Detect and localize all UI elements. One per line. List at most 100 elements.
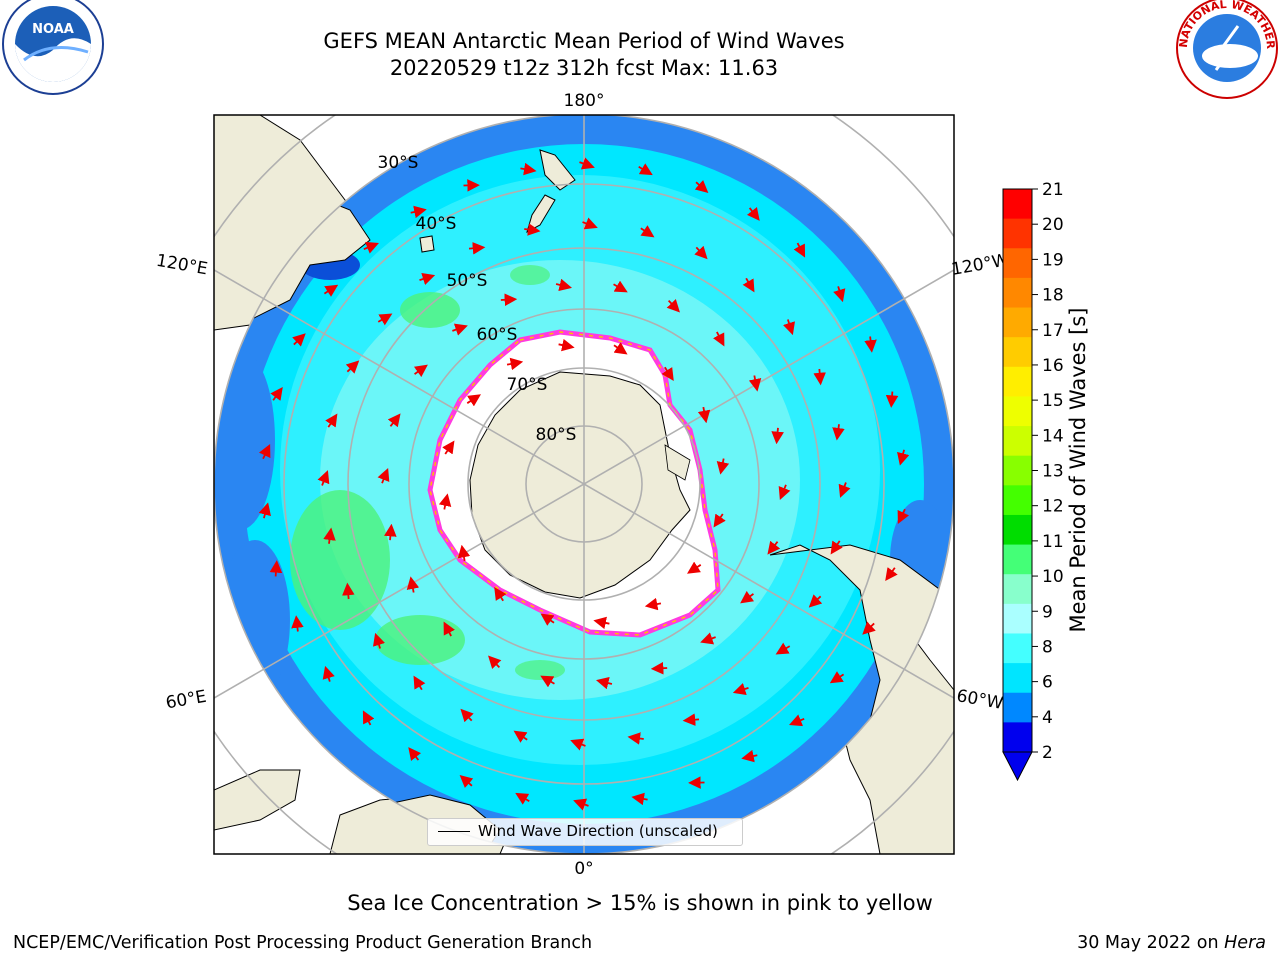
wind-wave-arrow bbox=[363, 241, 379, 254]
wind-wave-arrow bbox=[377, 467, 390, 484]
wind-wave-arrows bbox=[258, 157, 910, 811]
wind-wave-arrow bbox=[593, 616, 610, 630]
wind-wave-arrow bbox=[410, 205, 427, 219]
map-frame bbox=[213, 114, 955, 855]
wind-wave-arrow bbox=[377, 313, 393, 326]
colorbar-segment bbox=[1003, 633, 1032, 664]
wind-wave-arrow bbox=[513, 730, 528, 743]
legend-line-swatch bbox=[438, 831, 470, 832]
noaa-logo: NOAA bbox=[2, 0, 104, 95]
wind-wave-arrow bbox=[771, 427, 784, 445]
wind-wave-arrow bbox=[687, 561, 702, 574]
wind-wave-arrow bbox=[325, 413, 338, 428]
lat-label-80s: 80°S bbox=[536, 425, 577, 445]
wind-wave-arrow bbox=[408, 747, 422, 761]
colorbar-segment bbox=[1003, 248, 1032, 279]
chart-title: GEFS MEAN Antarctic Mean Period of Wind … bbox=[323, 29, 845, 53]
wind-wave-arrow bbox=[746, 207, 760, 221]
wind-wave-arrow bbox=[460, 708, 474, 723]
wind-wave-arrow bbox=[555, 278, 573, 292]
wind-wave-arrow bbox=[323, 284, 339, 297]
colorbar-tick-label: 2 bbox=[1042, 743, 1053, 763]
wind-wave-arrow bbox=[838, 482, 851, 498]
wind-wave-arrow bbox=[713, 331, 725, 347]
colorbar-segment bbox=[1003, 337, 1032, 368]
wind-wave-arrow bbox=[638, 163, 653, 176]
wind-wave-arrow bbox=[697, 406, 711, 424]
wind-wave-arrow bbox=[459, 774, 474, 789]
wind-wave-arrow bbox=[413, 675, 426, 691]
colorbar-tick-label: 4 bbox=[1042, 708, 1053, 728]
wind-wave-arrow bbox=[832, 424, 845, 441]
footer-date-text: 30 May 2022 on bbox=[1077, 933, 1219, 953]
wind-wave-arrow bbox=[387, 413, 401, 428]
wind-wave-arrow bbox=[524, 223, 541, 236]
wind-wave-arrow bbox=[573, 798, 589, 811]
wind-wave-arrow bbox=[468, 242, 486, 255]
lon-label-120e: 120°E bbox=[155, 251, 209, 280]
wind-wave-arrow bbox=[443, 621, 455, 637]
footer-credit: NCEP/EMC/Verification Post Processing Pr… bbox=[13, 933, 593, 953]
wind-wave-arrow bbox=[258, 502, 271, 519]
wind-wave-arrow bbox=[741, 749, 758, 763]
wind-wave-arrow bbox=[413, 364, 428, 378]
wind-wave-arrow bbox=[713, 513, 726, 528]
colorbar-tick-label: 12 bbox=[1042, 497, 1064, 517]
wind-wave-arrow bbox=[494, 587, 507, 602]
wind-wave-arrow bbox=[317, 470, 330, 486]
colorbar-tick-label: 20 bbox=[1042, 215, 1064, 235]
wind-wave-arrow bbox=[732, 683, 749, 696]
wind-wave-arrow bbox=[627, 732, 644, 745]
footer-machine: Hera bbox=[1224, 933, 1266, 953]
wind-wave-arrow bbox=[885, 391, 899, 408]
lat-label-60s: 60°S bbox=[477, 325, 518, 345]
colorbar-segment bbox=[1003, 544, 1032, 575]
wind-wave-arrow bbox=[789, 714, 805, 727]
map-area bbox=[214, 115, 954, 854]
lon-label-60w: 60°W bbox=[955, 686, 1005, 714]
wind-wave-arrow bbox=[570, 738, 586, 751]
wind-wave-arrow bbox=[457, 544, 471, 562]
wind-wave-arrow bbox=[362, 710, 375, 726]
wind-wave-arrow bbox=[442, 440, 455, 455]
wind-wave-arrow bbox=[661, 366, 674, 381]
wind-wave-arrow bbox=[419, 272, 436, 285]
wind-wave-arrow bbox=[582, 217, 598, 230]
wind-wave-arrow bbox=[833, 286, 846, 303]
wind-wave-arrow bbox=[778, 484, 791, 501]
lat-label-50s: 50°S bbox=[447, 271, 488, 291]
colorbar-tick-label: 18 bbox=[1042, 286, 1064, 306]
wind-wave-arrow bbox=[384, 523, 397, 541]
wind-wave-arrow bbox=[488, 655, 502, 669]
wind-wave-arrow bbox=[742, 277, 755, 293]
colorbar-tick-label: 19 bbox=[1042, 250, 1064, 270]
wind-wave-arrow bbox=[808, 594, 823, 608]
wind-wave-arrow bbox=[342, 582, 355, 600]
colorbar-tick-label: 16 bbox=[1042, 356, 1064, 376]
colorbar-segment bbox=[1003, 396, 1032, 427]
colorbar-segment bbox=[1003, 218, 1032, 249]
legend-label: Wind Wave Direction (unscaled) bbox=[478, 822, 718, 840]
footer-date: 30 May 2022 on Hera bbox=[1077, 933, 1266, 953]
lon-label-180: 180° bbox=[564, 91, 605, 111]
wind-wave-arrow bbox=[259, 443, 271, 460]
wind-wave-arrow bbox=[540, 613, 555, 626]
wind-wave-arrow bbox=[438, 493, 452, 510]
colorbar-segment bbox=[1003, 663, 1032, 694]
wind-wave-arrow bbox=[783, 319, 796, 336]
wind-wave-arrow bbox=[515, 792, 530, 805]
wind-wave-arrow bbox=[579, 157, 595, 170]
wind-wave-arrow bbox=[270, 386, 283, 401]
colorbar-extend-triangle bbox=[1002, 751, 1033, 782]
map-legend: Wind Wave Direction (unscaled) bbox=[427, 818, 743, 846]
colorbar-segment bbox=[1003, 722, 1032, 753]
chart-subtitle: 20220529 t12z 312h fcst Max: 11.63 bbox=[389, 56, 779, 80]
lon-label-60e: 60°E bbox=[164, 687, 208, 714]
wind-wave-arrow bbox=[740, 590, 755, 604]
colorbar-tick-label: 6 bbox=[1042, 673, 1053, 693]
wind-wave-arrow bbox=[452, 323, 468, 336]
wind-wave-arrow bbox=[666, 299, 680, 313]
noaa-text: NOAA bbox=[32, 22, 74, 37]
wind-wave-arrow bbox=[323, 527, 336, 544]
